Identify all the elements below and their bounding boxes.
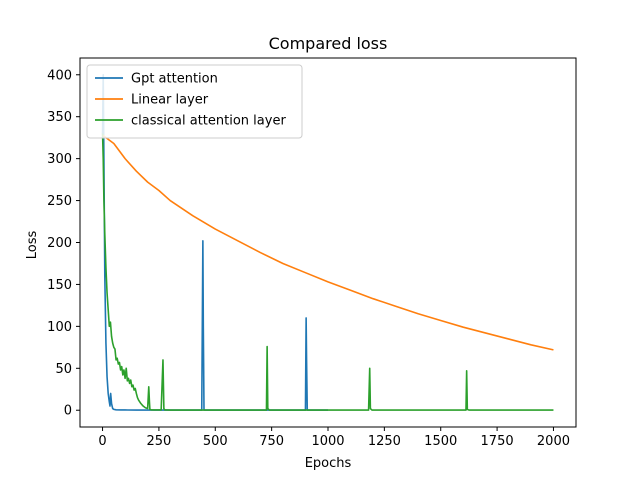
x-tick-label: 1000 — [311, 434, 344, 449]
series-layer — [101, 73, 554, 411]
x-tick-label: 0 — [98, 434, 106, 449]
x-tick-label: 1750 — [481, 434, 514, 449]
y-tick-label: 300 — [47, 152, 72, 167]
chart-title: Compared loss — [269, 34, 388, 53]
y-tick-label: 150 — [47, 278, 72, 293]
series-line-classical-attention-layer — [101, 133, 554, 411]
y-tick-label: 100 — [47, 320, 72, 335]
y-axis-label: Loss — [25, 231, 40, 260]
x-axis: 0 250 500 750 1000 1250 1500 1750 2000 — [98, 427, 570, 449]
legend-box — [86, 64, 303, 139]
y-tick-label: 200 — [47, 236, 72, 251]
series-line-linear-layer — [102, 134, 554, 351]
x-tick-label: 1500 — [424, 434, 457, 449]
x-tick-label: 1250 — [368, 434, 401, 449]
legend-label: classical attention layer — [131, 114, 286, 129]
x-axis-label: Epochs — [305, 456, 352, 471]
x-tick-label: 750 — [259, 434, 284, 449]
y-tick-label: 350 — [47, 110, 72, 125]
y-axis: 0 50 100 150 200 250 300 350 400 — [47, 68, 80, 419]
legend: Gpt attention Linear layer classical atten… — [86, 64, 303, 139]
y-tick-label: 50 — [55, 362, 72, 377]
x-tick-label: 2000 — [537, 434, 570, 449]
plot-area — [101, 73, 554, 411]
y-tick-label: 400 — [47, 68, 72, 83]
legend-label: Linear layer — [131, 93, 209, 108]
x-tick-label: 500 — [203, 434, 228, 449]
y-tick-label: 250 — [47, 194, 72, 209]
legend-label: Gpt attention — [131, 72, 218, 87]
x-tick-label: 250 — [146, 434, 171, 449]
y-tick-label: 0 — [64, 404, 72, 419]
